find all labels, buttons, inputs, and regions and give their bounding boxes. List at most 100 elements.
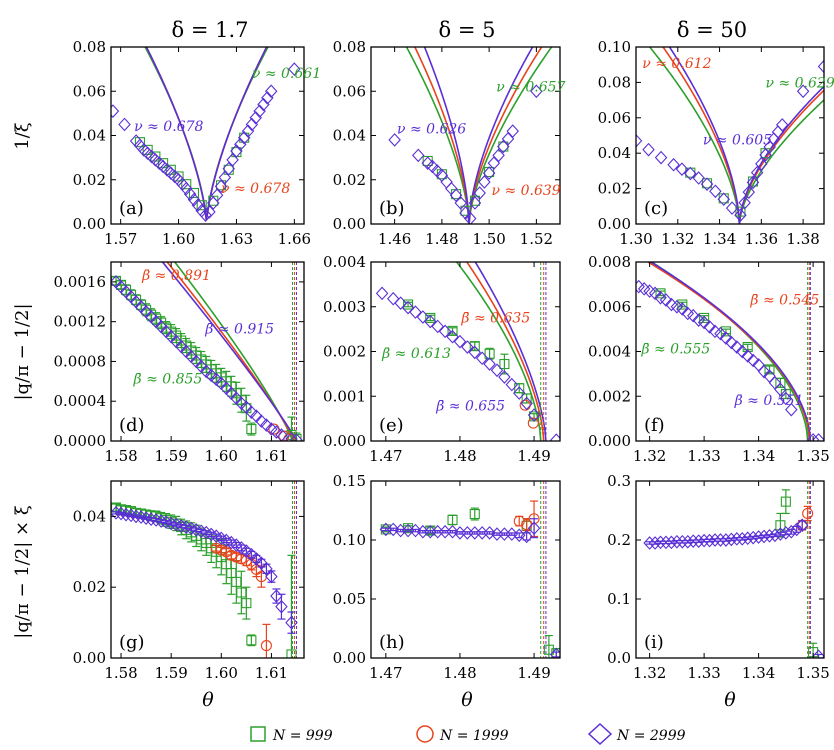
data-point-square: [780, 496, 791, 507]
data-point-diamond: [527, 408, 541, 422]
data-point-diamond: [717, 192, 730, 207]
data-point-diamond: [483, 357, 496, 371]
annotation-exponent: β̄ ≈ 0.855: [133, 371, 203, 387]
data-point-square: [181, 179, 192, 190]
x-tick-label: 1.59: [154, 447, 187, 465]
y-tick-label: 0.04: [598, 144, 631, 162]
y-label-row-1: 1/ξ: [12, 122, 33, 150]
y-tick-label: 0.0000: [54, 432, 107, 450]
data-point-diamond: [119, 507, 133, 522]
data-point-circle: [260, 640, 272, 652]
data-point-square: [425, 312, 436, 323]
data-point-diamond: [750, 165, 764, 180]
legend-marker-diamond: [587, 722, 613, 746]
data-point-diamond: [757, 364, 771, 379]
data-point-diamond: [245, 405, 258, 419]
y-tick-label: 0.004: [588, 343, 631, 361]
data-point-diamond: [245, 117, 259, 132]
x-tick-label: 1.58: [104, 664, 137, 682]
data-point-diamond: [134, 510, 148, 524]
data-point-diamond: [183, 187, 197, 201]
y-tick-label: 0.08: [73, 38, 106, 56]
y-tick-label: 0.008: [588, 253, 631, 271]
y-tick-label: 0.002: [323, 343, 366, 361]
data-point-diamond: [265, 569, 278, 584]
data-point-diamond: [659, 293, 673, 307]
data-point-diamond: [725, 201, 739, 215]
x-tick-label: 1.34: [742, 447, 775, 465]
y-tick-label: 0.3: [607, 472, 631, 490]
y-tick-label: 0.001: [323, 387, 366, 405]
data-point-square: [286, 649, 297, 658]
x-tick-label: 1.32: [633, 664, 666, 682]
data-point-diamond: [703, 320, 716, 334]
data-point-square: [469, 508, 480, 520]
data-point-diamond: [790, 522, 803, 537]
annotation-exponent: ν ≈ 0.639: [491, 183, 560, 199]
data-point-square: [521, 393, 532, 404]
y-tick-label: 0.0016: [54, 273, 107, 291]
panel-frame: [635, 46, 825, 225]
data-point-diamond: [424, 314, 437, 329]
data-point-diamond: [189, 523, 203, 537]
data-point-diamond: [401, 300, 415, 315]
data-point-diamond: [812, 649, 824, 658]
data-point-diamond: [255, 414, 268, 428]
data-point-diamond: [654, 150, 668, 165]
data-point-diamond: [164, 516, 178, 531]
data-point-diamond: [468, 345, 482, 360]
annotation-exponent: ν ≈ 0.629: [766, 76, 834, 92]
x-tick-label: 1.66: [278, 230, 311, 248]
data-point-diamond: [386, 291, 400, 306]
data-point-diamond: [245, 547, 258, 562]
data-point-diamond: [490, 363, 504, 378]
data-point-diamond: [179, 520, 193, 534]
data-point-diamond: [114, 506, 128, 521]
data-point-square: [380, 524, 391, 535]
data-point-square: [775, 377, 786, 388]
data-point-diamond: [386, 522, 400, 537]
data-point-diamond: [240, 544, 253, 558]
data-point-diamond: [714, 533, 727, 547]
data-point-diamond: [446, 329, 459, 344]
annotation-exponent: β̄ ≈ 0.891: [141, 268, 211, 284]
panel-label: (a): [119, 198, 144, 219]
panel-b: 1.46 1.48 1.50 1.52 0.00 0.02 0.04 0.06 0.08 ν ≈ …: [333, 38, 566, 248]
data-point-diamond: [501, 132, 515, 146]
x-label-col-1: θ: [202, 689, 214, 711]
panel-a-plot-area: [111, 47, 301, 222]
data-point-diamond: [431, 319, 444, 334]
data-point-diamond: [210, 188, 224, 203]
data-point-diamond: [461, 340, 474, 354]
x-tick-label: 1.47: [369, 447, 402, 465]
panel-a: 1.57 1.60 1.63 1.66 0.00 0.02 0.04 0.06 0.08 ν ≈ …: [73, 38, 322, 248]
annotation-exponent: ν ≈ 0.626: [397, 121, 466, 137]
data-point-diamond: [174, 519, 188, 533]
data-point-diamond: [187, 192, 201, 207]
data-point-diamond: [785, 402, 798, 417]
data-point-square: [196, 200, 207, 211]
panel-g: 1.58 1.59 1.60 1.61 0.00 0.02 0.04 (g): [73, 480, 305, 682]
data-point-diamond: [169, 517, 183, 532]
data-point-square: [403, 299, 414, 310]
panel-i-plot-area: [643, 481, 824, 658]
series-diamond-a: [111, 62, 301, 222]
panel-frame: [110, 480, 305, 659]
data-point-diamond: [734, 208, 747, 222]
y-tick-label: 0.1: [607, 590, 631, 608]
y-tick-label: 0.000: [323, 432, 366, 450]
data-point-diamond: [774, 527, 787, 541]
y-tick-label: 0.0: [607, 649, 631, 667]
data-point-diamond: [210, 372, 223, 387]
x-tick-label: 1.33: [687, 664, 720, 682]
x-tick-label: 1.32: [633, 447, 666, 465]
data-point-diamond: [250, 552, 263, 566]
x-tick-label: 1.57: [104, 230, 137, 248]
x-tick-label: 1.48: [443, 447, 476, 465]
data-point-circle: [519, 399, 531, 411]
data-point-diamond: [795, 518, 809, 533]
data-point-diamond: [636, 279, 645, 294]
panel-c-plot-area: [636, 47, 824, 224]
data-point-diamond: [473, 186, 486, 200]
